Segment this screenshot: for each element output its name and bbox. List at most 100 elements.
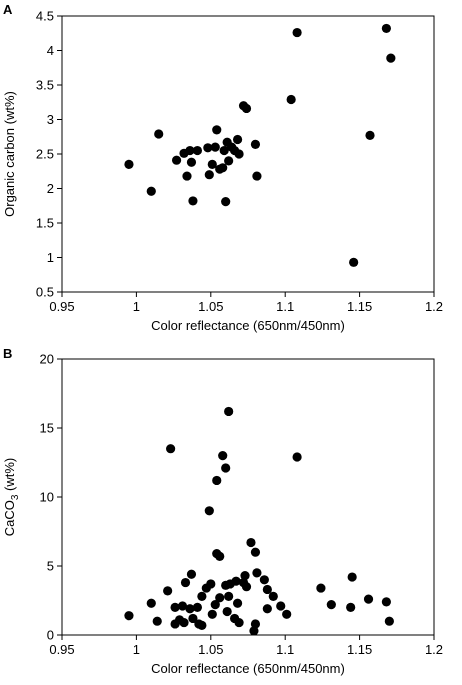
panel-b-data-point bbox=[170, 602, 180, 613]
panel-a-data-point bbox=[219, 145, 229, 156]
panel-a-x-tick-label: 1.05 bbox=[198, 299, 223, 314]
panel-a-data-point bbox=[386, 53, 396, 63]
panel-a-x-axis-title: Color reflectance (650nm/450nm) bbox=[151, 318, 345, 333]
panel-a-data-point bbox=[154, 129, 164, 139]
panel-b-data-point bbox=[166, 444, 176, 454]
panel-b-data-point bbox=[381, 597, 391, 607]
panel-b-x-tick-label: 1 bbox=[133, 642, 140, 657]
panel-a-data-point bbox=[234, 149, 244, 159]
panel-b-data-point bbox=[204, 506, 214, 516]
panel-b-label: B bbox=[3, 346, 12, 361]
panel-b-y-tick-label: 0 bbox=[47, 628, 54, 643]
panel-a-data-point bbox=[365, 130, 375, 140]
panel-b-y-axis-title-main: CaCO bbox=[2, 500, 17, 536]
panel-b-data-point bbox=[179, 617, 189, 628]
panel-a-data-point bbox=[204, 170, 214, 180]
panel-a-y-tick-label: 3 bbox=[47, 112, 54, 127]
panel-b-data-point bbox=[185, 604, 195, 614]
panel-b-data-point bbox=[218, 451, 228, 461]
panel-b-data-point bbox=[197, 620, 207, 630]
panel-a-y-tick-label: 3.5 bbox=[36, 78, 54, 93]
panel-a-y-tick-label: 4.5 bbox=[36, 9, 54, 24]
panel-a-plot-frame bbox=[61, 15, 435, 293]
panel-a-x-tick-label: 0.95 bbox=[49, 299, 74, 314]
panel-b-data-point bbox=[262, 584, 272, 595]
panel-b-points bbox=[124, 406, 394, 636]
panel-b-y-tick-label: 20 bbox=[40, 352, 54, 367]
panel-a-y-ticks: 0.5 1 1.5 2 2.5 3 3.5 4 4.5 bbox=[36, 9, 62, 300]
panel-b-data-point bbox=[234, 617, 244, 628]
panel-a-label: A bbox=[3, 2, 13, 17]
panel-b-data-point bbox=[276, 601, 286, 611]
panel-b-data-point bbox=[268, 591, 278, 601]
panel-b-data-point bbox=[346, 602, 356, 613]
panel-b-data-point bbox=[215, 593, 225, 603]
panel-a-y-tick-label: 1.5 bbox=[36, 216, 54, 231]
panel-b-data-point bbox=[384, 616, 394, 626]
panel-b-data-point bbox=[250, 619, 261, 629]
panel-b-data-point bbox=[146, 598, 156, 608]
panel-b-y-axis-title-subscript: 3 bbox=[10, 494, 21, 500]
panel-a-data-point bbox=[221, 197, 231, 207]
panel-b-x-tick-label: 0.95 bbox=[49, 642, 74, 657]
panel-b-data-point bbox=[292, 452, 302, 462]
panel-b-data-point bbox=[152, 616, 162, 626]
panel-b-data-point bbox=[326, 600, 336, 610]
panel-a-data-point bbox=[218, 163, 228, 173]
panel-a-x-tick-label: 1.15 bbox=[347, 299, 372, 314]
panel-a-x-ticks: 0.95 1 1.05 1.1 1.15 1.2 bbox=[49, 292, 443, 314]
panel-a-data-point bbox=[224, 156, 234, 166]
panel-a-y-tick-label: 2 bbox=[47, 181, 54, 196]
panel-b-y-tick-label: 10 bbox=[40, 490, 54, 505]
panel-b-data-point bbox=[210, 600, 220, 610]
panel-a-data-point bbox=[232, 134, 243, 145]
panel-b-data-point bbox=[212, 475, 222, 486]
panel-a-y-tick-label: 1 bbox=[47, 250, 54, 265]
panel-a-y-axis-title: Organic carbon (wt%) bbox=[2, 91, 17, 217]
panel-a-y-tick-label: 2.5 bbox=[36, 147, 54, 162]
panel-b-x-tick-label: 1.1 bbox=[276, 642, 294, 657]
panel-b-data-point bbox=[231, 576, 241, 586]
panel-b-data-point bbox=[262, 604, 272, 614]
panel-b-y-tick-label: 15 bbox=[40, 421, 54, 436]
panel-b-data-point bbox=[221, 463, 231, 473]
panel-b-data-point bbox=[206, 579, 216, 589]
panel-b-x-ticks: 0.95 1 1.05 1.1 1.15 1.2 bbox=[49, 635, 443, 657]
panel-a-data-point bbox=[252, 171, 262, 181]
panel-b-data-point bbox=[246, 537, 256, 548]
panel-b: B 0.95 1 1.05 1.1 1.15 1.2 0 5 10 15 20 Color ref… bbox=[2, 346, 443, 676]
panel-b-data-point bbox=[363, 594, 374, 604]
panel-b-data-point bbox=[252, 568, 262, 578]
panel-b-data-point bbox=[249, 626, 259, 636]
panel-b-y-tick-label: 5 bbox=[47, 559, 54, 574]
panel-a-data-point bbox=[207, 159, 217, 169]
panel-b-data-point bbox=[224, 591, 234, 601]
panel-b-data-point bbox=[192, 602, 203, 613]
panel-a-x-tick-label: 1 bbox=[133, 299, 140, 314]
panel-b-data-point bbox=[232, 598, 243, 608]
panel-a-data-point bbox=[212, 125, 222, 135]
panel-b-x-axis-title: Color reflectance (650nm/450nm) bbox=[151, 661, 345, 676]
panel-b-x-tick-label: 1.05 bbox=[198, 642, 223, 657]
panel-b-data-point bbox=[316, 583, 326, 593]
panel-a-data-point bbox=[182, 171, 192, 181]
panel-b-x-tick-label: 1.2 bbox=[425, 642, 443, 657]
panel-a-data-point bbox=[146, 186, 156, 196]
panel-a-data-point bbox=[171, 155, 182, 165]
panel-b-data-point bbox=[224, 406, 234, 417]
panel-b-data-point bbox=[215, 551, 225, 561]
panel-a-data-point bbox=[185, 145, 195, 156]
panel-b-data-point bbox=[163, 586, 173, 596]
panel-b-data-point bbox=[186, 569, 197, 579]
panel-a-data-point bbox=[203, 143, 213, 153]
panel-a-data-point bbox=[250, 139, 261, 149]
panel-a-data-point bbox=[192, 145, 203, 156]
panel-b-data-point bbox=[180, 577, 191, 588]
panel-a-data-point bbox=[286, 94, 296, 105]
panel-a-points bbox=[124, 23, 396, 267]
panel-b-data-point bbox=[259, 575, 269, 585]
panel-b-data-point bbox=[282, 609, 292, 619]
panel-a-y-tick-label: 4 bbox=[47, 43, 54, 58]
panel-b-x-tick-label: 1.15 bbox=[347, 642, 372, 657]
